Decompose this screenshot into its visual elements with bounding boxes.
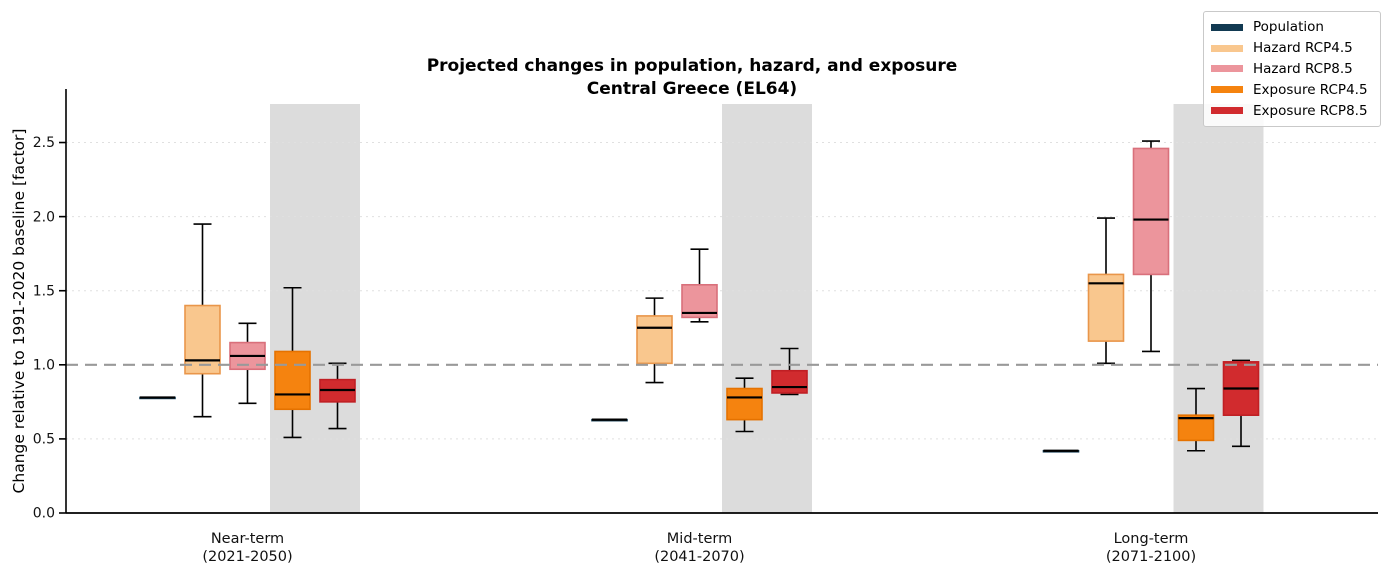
legend: Population Hazard RCP4.5 Hazard RCP8.5 Expo… (1203, 11, 1381, 127)
legend-swatch (1211, 23, 1243, 31)
legend-label: Exposure RCP4.5 (1253, 81, 1368, 98)
y-tick-label: 1.0 (33, 358, 55, 374)
legend-label: Hazard RCP8.5 (1253, 60, 1353, 77)
box (184, 304, 221, 375)
box (1087, 273, 1125, 342)
x-tick-sublabel: (2041-2070) (654, 549, 744, 565)
y-tick-label: 1.5 (33, 283, 55, 299)
x-tick-label: Mid-term (667, 531, 732, 547)
box (726, 387, 763, 421)
legend-swatch (1211, 65, 1243, 73)
y-tick-label: 2.0 (33, 209, 55, 225)
legend-label: Hazard RCP4.5 (1253, 40, 1353, 57)
x-tick-sublabel: (2021-2050) (202, 549, 292, 565)
x-tick-label: Long-term (1114, 531, 1189, 547)
exposure-highlight-band (270, 104, 360, 513)
exposure-highlight-band (1173, 104, 1264, 513)
chart-title: Projected changes in population, hazard,… (426, 56, 958, 76)
boxplots-layer (139, 140, 1260, 453)
box (274, 350, 311, 411)
legend-item: Population (1211, 17, 1373, 38)
box (1177, 414, 1215, 442)
legend-label: Population (1253, 19, 1324, 36)
box (1132, 147, 1170, 276)
title-block: Projected changes in population, hazard,… (66, 55, 1318, 101)
x-tick-label: Near-term (211, 531, 284, 547)
highlight-bands-layer (270, 104, 1264, 513)
legend-item: Exposure RCP4.5 (1211, 79, 1373, 100)
y-tick-label: 0.0 (33, 506, 55, 522)
y-tick-label: 0.5 (33, 432, 55, 448)
chart-subtitle: Central Greece (EL64) (586, 79, 798, 99)
box (771, 369, 808, 394)
box (636, 315, 673, 365)
legend-item: Hazard RCP8.5 (1211, 59, 1373, 80)
legend-swatch (1211, 86, 1243, 94)
legend-item: Hazard RCP4.5 (1211, 38, 1373, 59)
y-axis-label: Change relative to 1991-2020 baseline [f… (10, 129, 28, 494)
legend-swatch (1211, 44, 1243, 52)
legend-label: Exposure RCP8.5 (1253, 102, 1368, 119)
exposure-highlight-band (722, 104, 812, 513)
legend-swatch (1211, 107, 1243, 115)
x-tick-sublabel: (2071-2100) (1106, 549, 1196, 565)
y-tick-label: 2.5 (33, 135, 55, 151)
legend-item: Exposure RCP8.5 (1211, 100, 1373, 121)
axes-layer: 0.0 0.5 1.0 1.5 2.0 2.5 Near-term (2021-2050) Mi… (33, 89, 1378, 565)
